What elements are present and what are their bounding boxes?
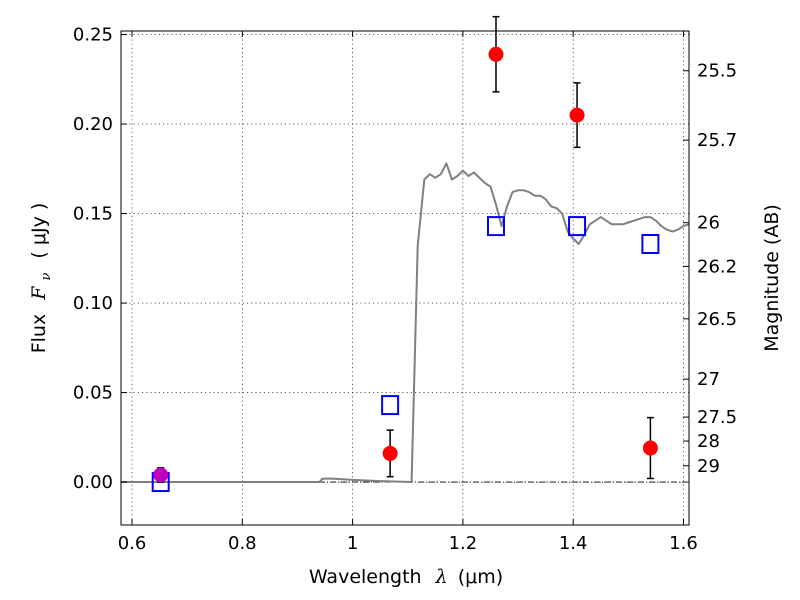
mag-tick-label: 26.5 — [697, 309, 737, 330]
y2-axis-title: Magnitude (AB) — [761, 204, 783, 352]
observed-point — [642, 440, 658, 456]
x-tick-label: 1.2 — [449, 533, 478, 554]
mag-tick-label: 27 — [697, 369, 720, 390]
y-axis-title: Flux F ν ( μJy ) — [28, 203, 55, 354]
mag-tick-label: 28 — [697, 431, 720, 452]
line-layer — [121, 162, 690, 483]
x-axis-title: Wavelength λ (μm) — [309, 566, 503, 588]
x-axis-title-text: Wavelength — [309, 566, 422, 588]
mag-tick-label: 27.5 — [697, 407, 737, 428]
model-photometry-square — [381, 395, 400, 416]
model-photometry-square — [568, 216, 587, 237]
observed-point — [569, 107, 585, 123]
y-tick-label: 0.05 — [73, 383, 113, 404]
marker-layer — [151, 15, 660, 493]
observed-point — [153, 467, 169, 483]
observed-point — [382, 445, 398, 461]
y-axis-title-unit: ( μJy ) — [28, 203, 50, 259]
grid-layer — [121, 31, 689, 525]
x-tick-label: 1.6 — [669, 533, 698, 554]
y-axis-title-symbol: F — [28, 286, 50, 301]
x-axis-title-unit: (μm) — [458, 566, 503, 588]
observed-point — [488, 46, 504, 62]
mag-tick-label: 25.5 — [697, 61, 737, 82]
x-tick-label: 0.6 — [118, 533, 147, 554]
x-tick-label: 1.4 — [559, 533, 588, 554]
plot-frame — [120, 30, 690, 526]
y-axis-title-subscript: ν — [39, 273, 54, 281]
mag-tick-label: 29 — [697, 456, 720, 477]
x-axis-title-symbol: λ — [435, 566, 448, 588]
y-tick-label: 0.25 — [73, 25, 113, 46]
mag-tick-label: 26 — [697, 213, 720, 234]
y-axis-title-text: Flux — [28, 314, 50, 354]
model-photometry-square — [641, 233, 660, 254]
y-tick-label: 0.20 — [73, 114, 113, 135]
x-tick-label: 0.8 — [228, 533, 257, 554]
y-tick-label: 0.00 — [73, 472, 113, 493]
tick-layer: 0.6 0.8 1 1.2 1.4 1.6 0.00 0.05 0.10 0.15 0.20 0.25… — [73, 25, 737, 554]
x-tick-label: 1 — [347, 533, 358, 554]
model-photometry-square — [486, 216, 505, 237]
y-tick-label: 0.15 — [73, 204, 113, 225]
mag-tick-label: 25.7 — [697, 130, 737, 151]
y-tick-label: 0.10 — [73, 293, 113, 314]
spectrum-line — [121, 162, 690, 483]
mag-tick-label: 26.2 — [697, 256, 737, 277]
